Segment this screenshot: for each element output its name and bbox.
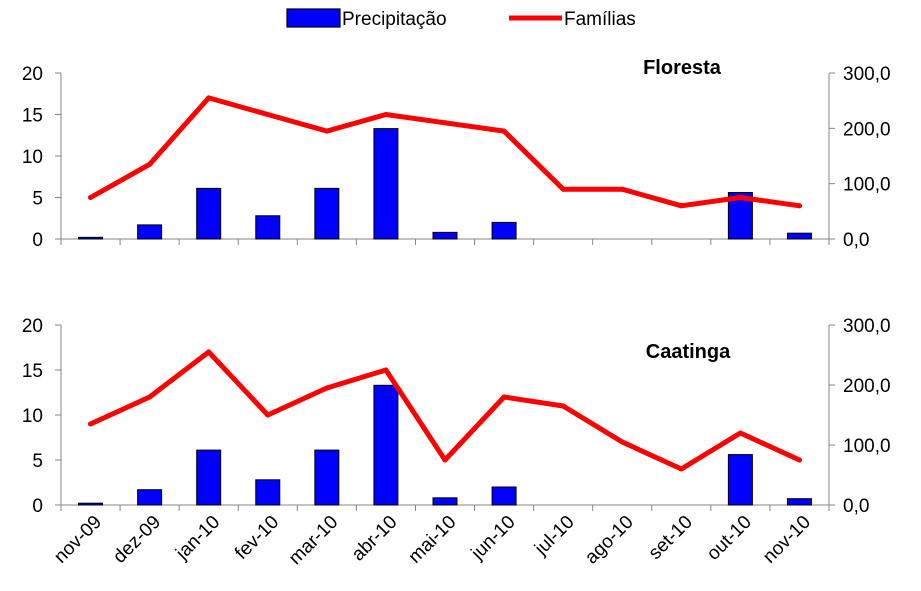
bar-mai-10 — [432, 231, 458, 240]
y-left-tick-label: 0 — [32, 230, 43, 251]
panel-title: Floresta — [643, 57, 722, 79]
bar-abr-10 — [373, 384, 399, 506]
bar-jun-10 — [491, 486, 517, 506]
bar-fev-10 — [255, 479, 281, 506]
point-familias-mai-10 — [442, 120, 448, 126]
x-tick-label: jan-10 — [171, 512, 224, 565]
y-left-tick-label: 15 — [22, 361, 43, 382]
y-left-tick-label: 10 — [22, 406, 43, 427]
point-familias-jun-10 — [501, 394, 507, 400]
y-left-tick-label: 20 — [22, 316, 43, 337]
bar-out-10 — [727, 454, 753, 506]
point-familias-mar-10 — [324, 385, 330, 391]
point-familias-out-10 — [737, 430, 743, 436]
bar-dez-09 — [137, 489, 163, 506]
y-left-tick-label: 20 — [22, 64, 43, 85]
x-tick-label: ago-10 — [581, 512, 638, 569]
point-familias-abr-10 — [383, 367, 389, 373]
point-familias-fev-10 — [265, 112, 271, 117]
point-familias-mai-10 — [442, 457, 448, 463]
point-familias-dez-09 — [147, 161, 153, 167]
legend: Precipitação Famílias — [286, 8, 636, 30]
x-tick-label: out-10 — [703, 512, 756, 565]
point-familias-jul-10 — [560, 403, 566, 409]
point-familias-out-10 — [737, 195, 743, 200]
y-right-tick-label: 300,0 — [843, 316, 891, 337]
legend-label-precipitacao: Precipitação — [342, 9, 447, 30]
y-left-tick-label: 0 — [32, 496, 43, 517]
x-tick-label: mar-10 — [285, 512, 342, 569]
point-familias-abr-10 — [383, 112, 389, 117]
bar-mar-10 — [314, 449, 340, 506]
panel-title: Caatinga — [646, 341, 731, 363]
y-left-tick-label: 5 — [32, 451, 43, 472]
y-right-tick-label: 0,0 — [843, 496, 869, 517]
bar-fev-10 — [255, 215, 281, 240]
point-familias-ago-10 — [619, 439, 625, 445]
bar-nov-10 — [786, 232, 812, 240]
x-tick-label: abr-10 — [348, 512, 402, 566]
legend-label-familias: Famílias — [564, 9, 636, 30]
bar-jan-10 — [196, 449, 222, 506]
y-right-tick-label: 200,0 — [843, 376, 891, 397]
point-familias-set-10 — [678, 466, 684, 472]
y-left-tick-label: 15 — [22, 106, 43, 127]
y-left-tick-label: 5 — [32, 189, 43, 210]
bar-nov-09 — [78, 236, 104, 240]
x-tick-label: set-10 — [645, 512, 697, 564]
point-familias-jun-10 — [501, 128, 507, 134]
point-familias-nov-10 — [796, 203, 802, 209]
x-tick-label: jul-10 — [530, 512, 578, 560]
panel-caatinga: 051015200,0100,0200,0300,0Caatinganov-09… — [22, 316, 891, 569]
point-familias-nov-09 — [88, 421, 94, 427]
x-tick-label: fev-10 — [231, 512, 283, 564]
y-right-tick-label: 200,0 — [843, 119, 891, 140]
x-tick-label: mai-10 — [405, 512, 461, 568]
y-left-tick-label: 10 — [22, 147, 43, 168]
x-tick-label: nov-10 — [759, 512, 815, 568]
bar-jun-10 — [491, 221, 517, 240]
x-tick-label: nov-09 — [50, 512, 106, 568]
legend-swatch-precipitacao — [286, 8, 341, 28]
point-familias-jan-10 — [206, 95, 212, 101]
bar-jan-10 — [196, 187, 222, 240]
point-familias-set-10 — [678, 203, 684, 209]
bar-mar-10 — [314, 187, 340, 240]
point-familias-jan-10 — [206, 349, 212, 355]
x-tick-label: jun-10 — [467, 512, 520, 565]
bar-abr-10 — [373, 128, 399, 240]
y-right-tick-label: 0,0 — [843, 230, 869, 251]
point-familias-fev-10 — [265, 412, 271, 418]
point-familias-ago-10 — [619, 186, 625, 192]
point-familias-nov-10 — [796, 457, 802, 463]
point-familias-mar-10 — [324, 128, 330, 134]
bar-nov-09 — [78, 502, 104, 506]
x-tick-label: dez-09 — [109, 512, 165, 568]
y-right-tick-label: 100,0 — [843, 436, 891, 457]
bar-dez-09 — [137, 224, 163, 240]
y-right-tick-label: 300,0 — [843, 64, 891, 85]
bar-nov-10 — [786, 498, 812, 506]
point-familias-nov-09 — [88, 195, 94, 200]
point-familias-jul-10 — [560, 186, 566, 192]
bar-mai-10 — [432, 497, 458, 506]
point-familias-dez-09 — [147, 394, 153, 400]
y-right-tick-label: 100,0 — [843, 175, 891, 196]
